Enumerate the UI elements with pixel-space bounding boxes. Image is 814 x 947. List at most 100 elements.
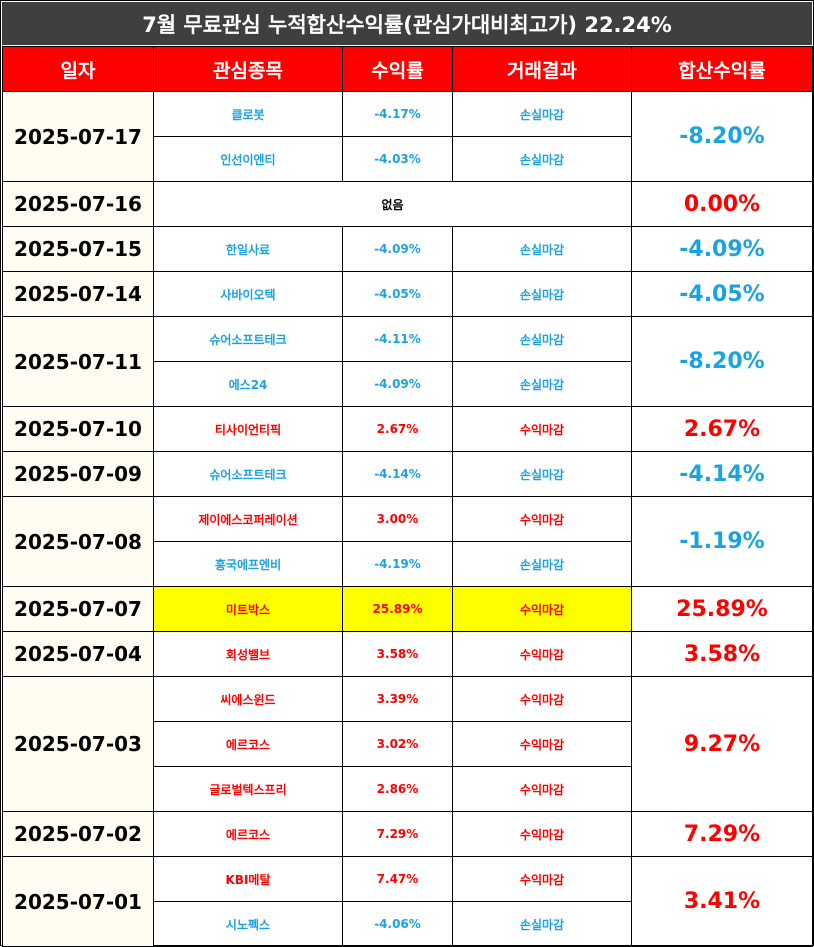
table-body: 2025-07-17 클로봇 -4.17% 손실마감 -8.20% 인선이엔티 -4.03%… [2, 91, 813, 947]
rate-cell: -4.11% [342, 316, 453, 362]
table-row: 2025-07-03 씨에스윈드 3.39% 수익마감 9.27% [2, 676, 813, 812]
stock-cell: KBI메탈 [153, 856, 343, 902]
total-return-cell: -4.09% [631, 226, 813, 272]
stock-cell: 글로벌텍스프리 [153, 766, 343, 812]
table-row: 2025-07-08 제이에스코퍼레이션 3.00% 수익마감 -1.19% [2, 496, 813, 587]
header-row: 일자 관심종목 수익률 거래결과 합산수익률 [2, 46, 813, 92]
table-row: 2025-07-01 KBI메탈 7.47% 수익마감 3.41% [2, 856, 813, 947]
stock-cell: 회성밸브 [153, 631, 343, 677]
total-return-cell: -8.20% [631, 91, 813, 182]
rate-cell: -4.05% [342, 271, 453, 317]
rate-cell: 3.02% [342, 721, 453, 767]
table-row: 2025-07-09 슈어소프트테크 -4.14% 손실마감 -4.14% [2, 451, 813, 497]
result-cell: 수익마감 [452, 496, 632, 542]
no-stock-cell: 없음 [153, 181, 632, 227]
stock-cell: 흥국에프엔비 [153, 541, 343, 587]
header-rate: 수익률 [342, 46, 453, 92]
total-return-cell: 25.89% [631, 586, 813, 632]
rate-cell: 3.58% [342, 631, 453, 677]
table-row: 2025-07-14 사바이오텍 -4.05% 손실마감 -4.05% [2, 271, 813, 317]
stock-cell: 시노펙스 [153, 901, 343, 947]
rate-cell: -4.09% [342, 226, 453, 272]
rate-cell: -4.09% [342, 361, 453, 407]
stock-cell: 제이에스코퍼레이션 [153, 496, 343, 542]
date-cell: 2025-07-14 [2, 271, 154, 317]
stock-cell: 에르코스 [153, 721, 343, 767]
stock-cell: 클로봇 [153, 91, 343, 137]
total-return-cell: 0.00% [631, 181, 813, 227]
total-return-cell: 2.67% [631, 406, 813, 452]
result-cell: 수익마감 [452, 721, 632, 767]
date-cell: 2025-07-01 [2, 856, 154, 947]
table-row: 글로벌텍스프리 2.86% 수익마감 [3, 766, 813, 812]
total-return-cell: 9.27% [631, 676, 813, 812]
rate-cell: -4.19% [342, 541, 453, 587]
rate-cell: -4.17% [342, 91, 453, 137]
rate-cell: -4.06% [342, 901, 453, 947]
stock-cell: 에스24 [153, 361, 343, 407]
total-return-cell: -1.19% [631, 496, 813, 587]
table-row: 2025-07-04 회성밸브 3.58% 수익마감 3.58% [2, 631, 813, 677]
returns-table: 일자 관심종목 수익률 거래결과 합산수익률 2025-07-17 클로봇 -4.1… [2, 46, 813, 947]
rate-cell: 7.47% [342, 856, 453, 902]
result-cell: 수익마감 [452, 631, 632, 677]
result-cell: 수익마감 [452, 586, 632, 632]
result-cell: 손실마감 [452, 901, 632, 947]
stock-cell: 슈어소프트테크 [153, 316, 343, 362]
date-cell: 2025-07-03 [2, 676, 154, 812]
header-total: 합산수익률 [631, 46, 813, 92]
date-cell: 2025-07-04 [2, 631, 154, 677]
total-return-cell: -4.14% [631, 451, 813, 497]
total-return-cell: 3.41% [631, 856, 813, 947]
header-result: 거래결과 [452, 46, 632, 92]
table-row: 2025-07-07 미트박스 25.89% 수익마감 25.89% [2, 586, 813, 632]
table-row: 2025-07-16 없음 0.00% [2, 181, 813, 227]
result-cell: 손실마감 [452, 451, 632, 497]
date-cell: 2025-07-02 [2, 811, 154, 857]
stock-cell: 티사이언티픽 [153, 406, 343, 452]
table-row: 2025-07-15 한일사료 -4.09% 손실마감 -4.09% [2, 226, 813, 272]
table-row: 흥국에프엔비 -4.19% 손실마감 [3, 541, 813, 587]
rate-cell: -4.14% [342, 451, 453, 497]
result-cell: 손실마감 [452, 91, 632, 137]
total-return-cell: 7.29% [631, 811, 813, 857]
table-row: 2025-07-02 에르코스 7.29% 수익마감 7.29% [2, 811, 813, 857]
header-stock: 관심종목 [153, 46, 343, 92]
header-date: 일자 [2, 46, 154, 92]
result-cell: 손실마감 [452, 541, 632, 587]
table-row: 에르코스 3.02% 수익마감 [3, 721, 813, 767]
result-cell: 손실마감 [452, 316, 632, 362]
table-row: 시노펙스 -4.06% 손실마감 [3, 901, 813, 947]
stock-cell: 에르코스 [153, 811, 343, 857]
date-cell: 2025-07-15 [2, 226, 154, 272]
total-return-cell: 3.58% [631, 631, 813, 677]
table-row: 에스24 -4.09% 손실마감 [3, 361, 813, 407]
stock-cell: 슈어소프트테크 [153, 451, 343, 497]
result-cell: 손실마감 [452, 361, 632, 407]
stock-cell: 인선이엔티 [153, 136, 343, 182]
result-cell: 수익마감 [452, 676, 632, 722]
result-cell: 수익마감 [452, 406, 632, 452]
result-cell: 손실마감 [452, 136, 632, 182]
result-cell: 수익마감 [452, 856, 632, 902]
rate-cell: 2.67% [342, 406, 453, 452]
date-cell: 2025-07-07 [2, 586, 154, 632]
result-cell: 수익마감 [452, 811, 632, 857]
date-cell: 2025-07-09 [2, 451, 154, 497]
total-return-cell: -8.20% [631, 316, 813, 407]
date-cell: 2025-07-17 [2, 91, 154, 182]
stock-cell: 한일사료 [153, 226, 343, 272]
total-return-cell: -4.05% [631, 271, 813, 317]
rate-cell: -4.03% [342, 136, 453, 182]
stock-cell: 미트박스 [153, 586, 343, 632]
date-cell: 2025-07-11 [2, 316, 154, 407]
rate-cell: 3.00% [342, 496, 453, 542]
table-row: 2025-07-17 클로봇 -4.17% 손실마감 -8.20% [2, 91, 813, 182]
report-title: 7월 무료관심 누적합산수익률(관심가대비최고가) 22.24% [2, 2, 812, 45]
result-cell: 수익마감 [452, 766, 632, 812]
rate-cell: 7.29% [342, 811, 453, 857]
date-cell: 2025-07-16 [2, 181, 154, 227]
rate-cell: 25.89% [342, 586, 453, 632]
result-cell: 손실마감 [452, 271, 632, 317]
